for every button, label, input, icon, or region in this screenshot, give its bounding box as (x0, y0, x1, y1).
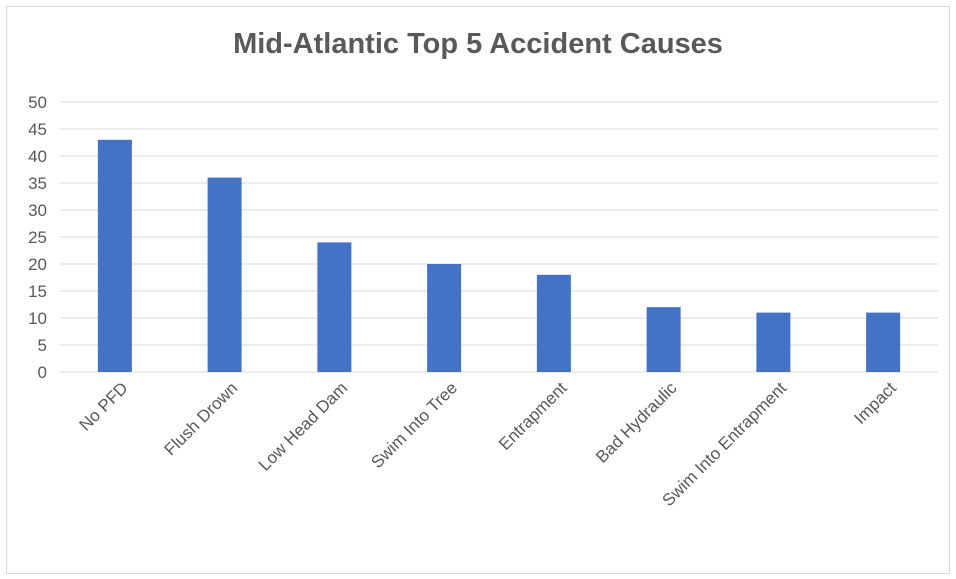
y-tick-label: 30 (28, 201, 47, 220)
y-tick-label: 40 (28, 147, 47, 166)
x-tick-label: Flush Drown (161, 378, 242, 459)
x-tick-label: Swim Into Tree (367, 378, 461, 472)
bar (427, 264, 462, 372)
x-tick-label: Low Head Dam (255, 378, 351, 474)
y-tick-label: 15 (28, 282, 47, 301)
chart-frame (6, 6, 950, 574)
y-tick-label: 25 (28, 228, 47, 247)
y-tick-label: 10 (28, 309, 47, 328)
bar (317, 242, 352, 372)
bar (536, 274, 571, 372)
x-tick-label: Impact (850, 378, 900, 428)
y-tick-label: 5 (38, 336, 47, 355)
y-tick-label: 45 (28, 120, 47, 139)
y-tick-label: 50 (28, 93, 47, 112)
x-tick-label: Swim Into Entrapment (659, 378, 791, 510)
bar (866, 312, 901, 372)
y-tick-label: 35 (28, 174, 47, 193)
bar (756, 312, 791, 372)
bar (646, 307, 681, 372)
chart-title: Mid-Atlantic Top 5 Accident Causes (233, 28, 723, 60)
x-tick-label: No PFD (76, 378, 132, 434)
x-tick-label: Entrapment (495, 378, 571, 454)
bar (97, 139, 132, 372)
y-tick-label: 0 (38, 363, 47, 382)
y-tick-label: 20 (28, 255, 47, 274)
bar (207, 177, 242, 372)
x-tick-label: Bad Hydraulic (592, 378, 681, 467)
